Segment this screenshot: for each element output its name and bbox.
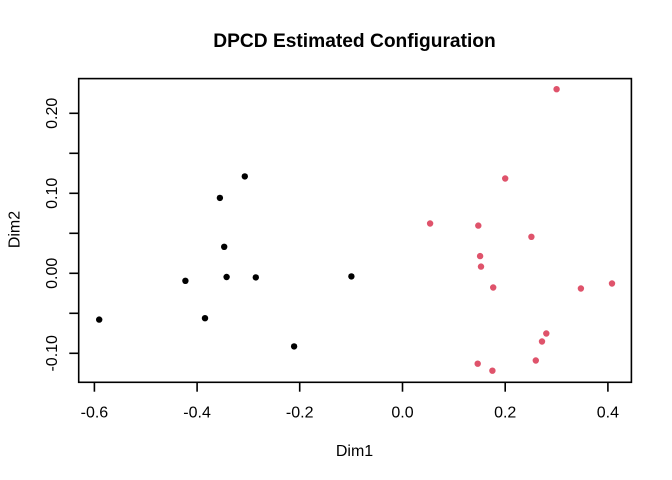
svg-text:0.2: 0.2 bbox=[494, 404, 516, 421]
svg-text:Dim1: Dim1 bbox=[336, 443, 373, 460]
svg-text:DPCD Estimated Configuration: DPCD Estimated Configuration bbox=[213, 31, 496, 52]
svg-text:0.20: 0.20 bbox=[44, 98, 61, 129]
svg-text:-0.2: -0.2 bbox=[286, 404, 314, 421]
svg-text:-0.6: -0.6 bbox=[81, 404, 109, 421]
svg-text:Dim2: Dim2 bbox=[7, 211, 24, 248]
svg-text:0.10: 0.10 bbox=[44, 178, 61, 209]
svg-text:0.0: 0.0 bbox=[391, 404, 413, 421]
svg-text:-0.4: -0.4 bbox=[183, 404, 211, 421]
svg-text:0.00: 0.00 bbox=[44, 258, 61, 289]
svg-text:0.4: 0.4 bbox=[597, 404, 619, 421]
svg-text:-0.10: -0.10 bbox=[44, 335, 61, 372]
